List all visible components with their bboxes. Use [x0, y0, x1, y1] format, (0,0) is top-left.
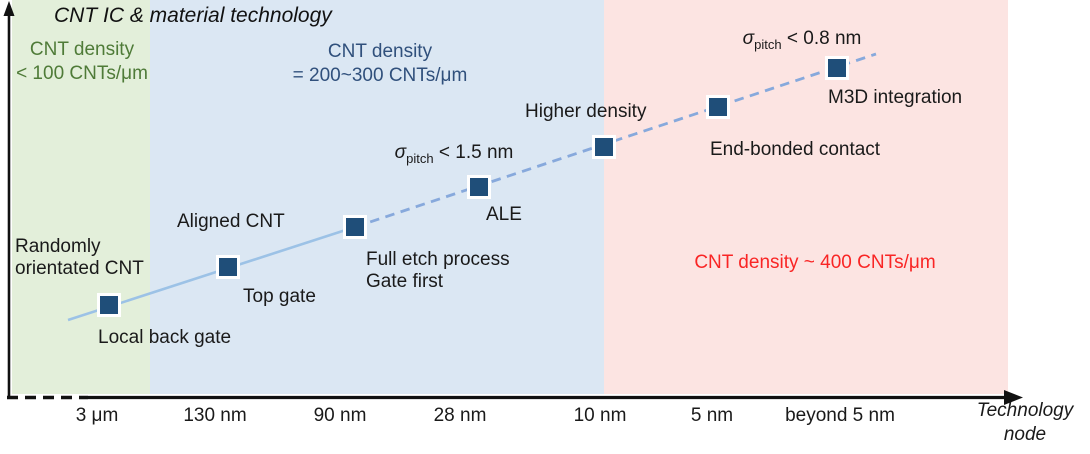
chart-title: CNT IC & material technology	[54, 4, 332, 27]
label-m3d-integration: M3D integration	[828, 87, 963, 108]
x-tick-130nm: 130 nm	[183, 405, 247, 426]
mid-density-label-line1: CNT density	[327, 41, 433, 62]
x-tick-10nm: 10 nm	[573, 405, 627, 426]
sigma-symbol: σ	[394, 142, 407, 163]
x-tick-beyond5nm: beyond 5 nm	[785, 405, 895, 426]
x-tick-3um: 3 μm	[75, 405, 119, 426]
y-axis-arrow-icon	[3, 1, 15, 16]
x-axis-arrow-icon	[1004, 390, 1023, 405]
milestone-marker-m3d	[825, 56, 849, 80]
low-density-label: CNT density < 100 CNTs/μm	[2, 38, 162, 86]
milestone-marker-full-etch	[343, 215, 367, 239]
x-axis-title: Technology node	[976, 400, 1074, 445]
label-higher-density: Higher density	[525, 101, 647, 122]
sigma-symbol: σ	[742, 28, 755, 49]
sigma-value: < 0.8 nm	[781, 28, 862, 49]
sigma-value: < 1.5 nm	[433, 142, 514, 163]
milestone-marker-ale	[467, 175, 491, 199]
mid-density-label: CNT density = 200~300 CNTs/μm	[272, 40, 488, 88]
label-full-etch-gate-first: Full etch process Gate first	[366, 249, 510, 292]
label-randomly-orientated-cnt: Randomly orientated CNT	[15, 236, 144, 279]
x-tick-90nm: 90 nm	[313, 405, 367, 426]
label-end-bonded-contact: End-bonded contact	[710, 139, 881, 160]
label-local-back-gate: Local back gate	[98, 327, 232, 348]
x-tick-28nm: 28 nm	[433, 405, 487, 426]
region-high-density	[604, 0, 1008, 394]
sigma-subscript: pitch	[406, 150, 434, 166]
x-tick-5nm: 5 nm	[690, 405, 734, 426]
sigma-subscript: pitch	[754, 36, 782, 52]
label-ale: ALE	[486, 204, 522, 225]
milestone-marker-higher-density	[592, 135, 616, 159]
label-aligned-cnt: Aligned CNT	[177, 211, 285, 232]
label-sigma-pitch-0-8nm: σpitch < 0.8 nm	[728, 28, 876, 56]
low-density-label-line1: CNT density	[29, 39, 135, 60]
milestone-marker-aligned-cnt	[216, 255, 240, 279]
label-sigma-pitch-1-5nm: σpitch < 1.5 nm	[380, 142, 528, 170]
milestone-marker-randomly-orientated-cnt	[97, 293, 121, 317]
mid-density-label-line2: = 200~300 CNTs/μm	[292, 65, 468, 86]
label-top-gate: Top gate	[243, 286, 316, 307]
low-density-label-line2: < 100 CNTs/μm	[16, 63, 148, 84]
region-low-density	[12, 0, 150, 394]
milestone-marker-end-bonded	[706, 95, 730, 119]
high-density-label: CNT density ~ 400 CNTs/μm	[694, 252, 936, 273]
region-mid-density	[150, 0, 604, 394]
